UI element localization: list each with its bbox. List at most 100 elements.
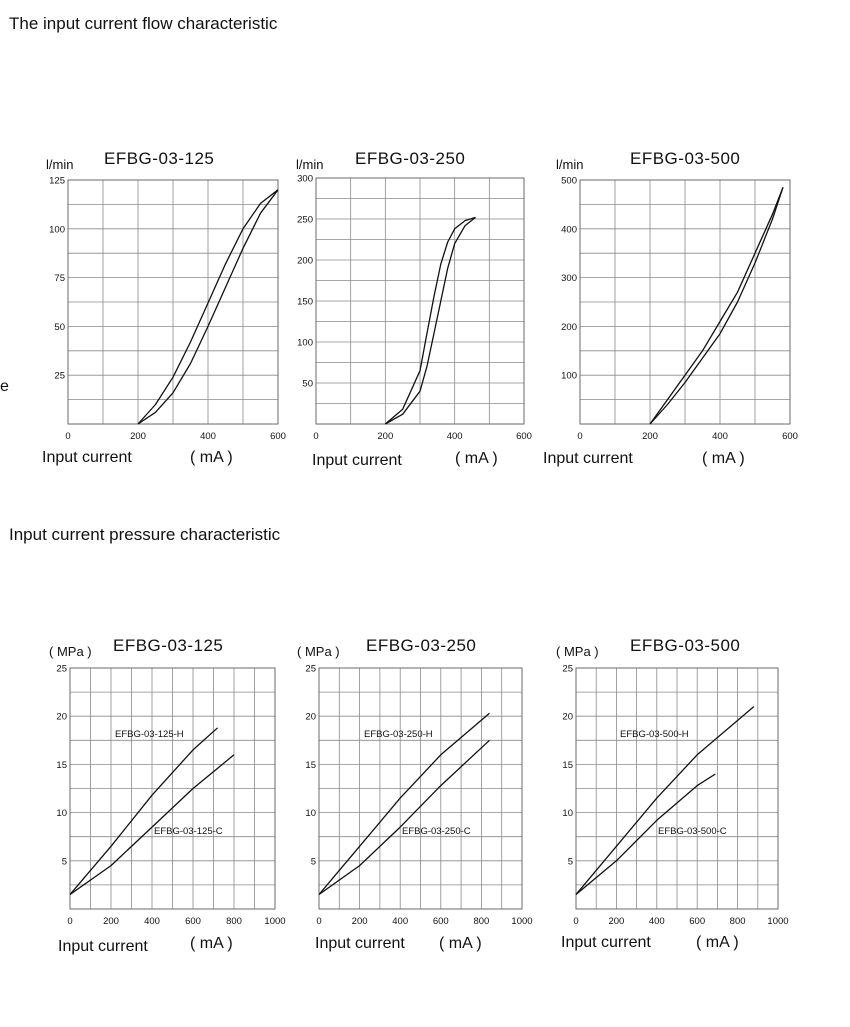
x-tick-label: 1000 — [264, 916, 285, 927]
plot-frame — [315, 177, 525, 425]
stray-character: e — [0, 378, 9, 395]
y-tick-label: 15 — [562, 760, 573, 771]
x-tick-label: 800 — [226, 916, 242, 927]
chart-title: EFBG-03-250 — [366, 636, 476, 655]
y-axis-unit: l/min — [46, 157, 73, 172]
y-tick-label: 10 — [305, 808, 316, 819]
flow-section-title: The input current flow characteristic — [9, 14, 278, 33]
x-tick-label: 200 — [130, 431, 146, 442]
x-tick-label: 200 — [642, 431, 658, 442]
x-axis-label: Input current — [543, 450, 633, 467]
series-curve — [69, 727, 219, 895]
y-tick-label: 125 — [49, 176, 65, 187]
x-tick-label: 0 — [65, 431, 70, 442]
plot-frame — [318, 667, 523, 910]
y-tick-label: 50 — [302, 379, 313, 390]
series-curve — [575, 706, 755, 895]
series-curve — [649, 187, 784, 425]
x-axis-unit: ( mA ) — [190, 449, 233, 466]
x-tick-label: 1000 — [767, 916, 788, 927]
y-tick-label: 100 — [561, 371, 577, 382]
series-label: EFBG-03-250-H — [364, 729, 433, 740]
y-tick-label: 20 — [562, 712, 573, 723]
y-tick-label: 5 — [311, 856, 316, 867]
series-curve — [649, 187, 784, 425]
y-tick-label: 250 — [297, 215, 313, 226]
y-tick-label: 200 — [297, 256, 313, 267]
x-axis-unit: ( mA ) — [190, 935, 233, 952]
y-tick-label: 75 — [54, 273, 65, 284]
y-tick-label: 20 — [305, 712, 316, 723]
x-tick-label: 400 — [712, 431, 728, 442]
plot-frame — [575, 667, 779, 910]
y-tick-label: 25 — [56, 664, 67, 675]
chart-title: EFBG-03-500 — [630, 636, 740, 655]
series-curve — [69, 754, 235, 896]
y-tick-label: 150 — [297, 297, 313, 308]
x-axis-label: Input current — [58, 938, 148, 955]
x-tick-label: 400 — [649, 916, 665, 927]
series-curve — [575, 773, 716, 895]
y-tick-label: 25 — [54, 371, 65, 382]
y-tick-label: 5 — [568, 856, 573, 867]
series-label: EFBG-03-500-H — [620, 729, 689, 740]
x-axis-unit: ( mA ) — [702, 450, 745, 467]
y-axis-unit: ( MPa ) — [297, 644, 340, 659]
x-tick-label: 600 — [516, 431, 532, 442]
y-tick-label: 500 — [561, 176, 577, 187]
y-tick-label: 300 — [297, 174, 313, 185]
x-tick-label: 0 — [313, 431, 318, 442]
x-tick-label: 0 — [573, 916, 578, 927]
flow-chart-efbg-03-125: 25 50 75 100 125 0 200 400 600 EFBG-03-125 l/min In… — [42, 149, 286, 466]
y-axis-unit: ( MPa ) — [556, 644, 599, 659]
series-label: EFBG-03-500-C — [658, 826, 727, 837]
x-tick-label: 200 — [352, 916, 368, 927]
y-tick-label: 20 — [56, 712, 67, 723]
x-tick-label: 0 — [316, 916, 321, 927]
x-tick-label: 800 — [730, 916, 746, 927]
y-tick-label: 100 — [49, 224, 65, 235]
flow-chart-efbg-03-500: 100 200 300 400 500 0 200 400 600 EFBG-03-500 l/mi… — [543, 149, 798, 467]
series-label: EFBG-03-125-H — [115, 729, 184, 740]
chart-title: EFBG-03-500 — [630, 149, 740, 168]
x-tick-label: 400 — [200, 431, 216, 442]
plot-frame — [69, 667, 276, 910]
series-curve — [137, 189, 279, 425]
x-tick-label: 600 — [689, 916, 705, 927]
x-tick-label: 400 — [447, 431, 463, 442]
chart-title: EFBG-03-125 — [113, 636, 223, 655]
y-tick-label: 50 — [54, 322, 65, 333]
series-curve — [318, 712, 490, 895]
series-label: EFBG-03-125-C — [154, 826, 223, 837]
y-tick-label: 10 — [562, 808, 573, 819]
x-axis-unit: ( mA ) — [439, 935, 482, 952]
y-tick-label: 400 — [561, 224, 577, 235]
chart-title: EFBG-03-250 — [355, 149, 465, 168]
x-tick-label: 1000 — [511, 916, 532, 927]
chart-title: EFBG-03-125 — [104, 149, 214, 168]
y-tick-label: 5 — [62, 856, 67, 867]
x-tick-label: 400 — [392, 916, 408, 927]
y-tick-label: 15 — [305, 760, 316, 771]
plot-frame — [579, 179, 791, 425]
y-axis-unit: l/min — [296, 157, 323, 172]
x-tick-label: 600 — [270, 431, 286, 442]
x-tick-label: 800 — [473, 916, 489, 927]
x-axis-unit: ( mA ) — [696, 934, 739, 951]
x-tick-label: 400 — [144, 916, 160, 927]
pressure-section-title: Input current pressure characteristic — [9, 525, 281, 544]
series-curve — [137, 189, 279, 425]
y-tick-label: 15 — [56, 760, 67, 771]
x-tick-label: 600 — [433, 916, 449, 927]
x-tick-label: 200 — [608, 916, 624, 927]
y-tick-label: 200 — [561, 322, 577, 333]
pressure-chart-efbg-03-125: 5 10 15 20 25 0 200 400 600 800 1000 EFBG-03-125-H E… — [49, 636, 286, 955]
x-axis-label: Input current — [42, 449, 132, 466]
y-tick-label: 10 — [56, 808, 67, 819]
y-axis-unit: ( MPa ) — [49, 644, 92, 659]
pressure-chart-efbg-03-250: 5 10 15 20 25 0 200 400 600 800 1000 EFBG-03-250-H E… — [297, 636, 533, 952]
pressure-chart-efbg-03-500: 5 10 15 20 25 0 200 400 600 800 1000 EFBG-03-500-H E… — [556, 636, 789, 951]
x-tick-label: 200 — [103, 916, 119, 927]
flow-chart-efbg-03-250: 50 100 150 200 250 300 0 200 400 600 EFBG-03-250 l/… — [296, 149, 532, 469]
y-tick-label: 25 — [305, 664, 316, 675]
